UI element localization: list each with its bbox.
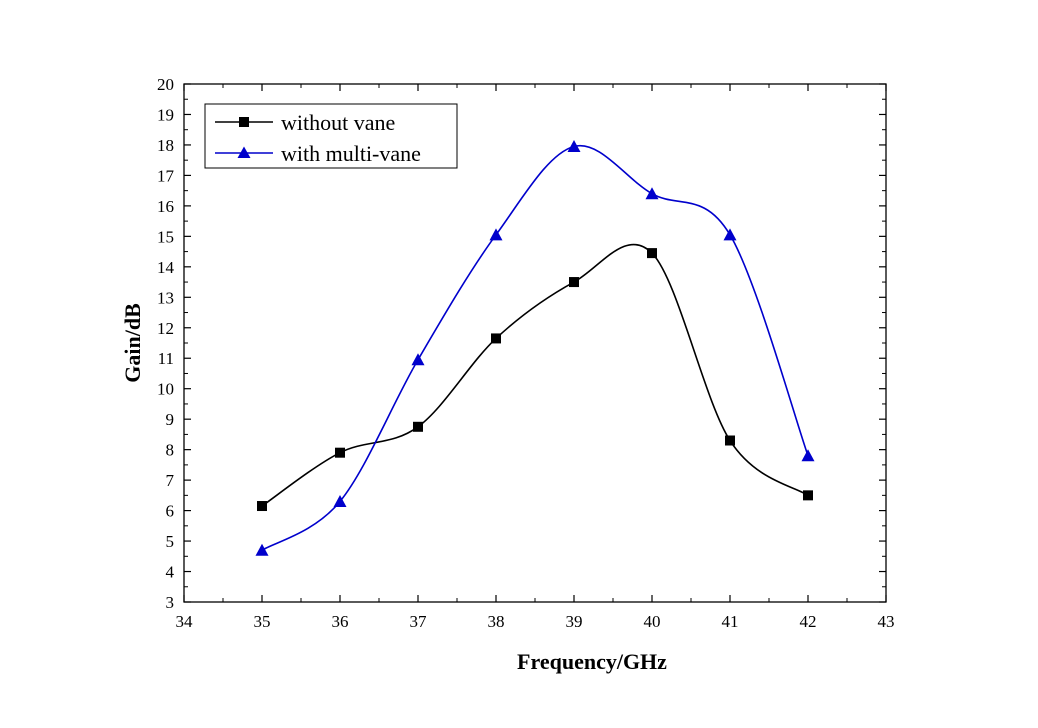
y-tick-label: 10 [157, 380, 174, 399]
y-tick-label: 9 [166, 410, 175, 429]
data-point-without-vane [647, 248, 657, 259]
y-tick-label: 16 [157, 197, 174, 216]
y-tick-label: 4 [166, 563, 175, 582]
data-point-without-vane [803, 490, 813, 501]
series-layer [255, 139, 815, 556]
y-tick-label: 15 [157, 227, 174, 246]
data-point-with-multi-vane [801, 449, 815, 462]
x-tick-label: 34 [176, 612, 194, 631]
data-point-with-multi-vane [333, 494, 347, 507]
legend-label-with-multi-vane: with multi-vane [281, 141, 421, 166]
x-tick-label: 36 [332, 612, 349, 631]
data-point-without-vane [335, 447, 345, 458]
legend-marker-without-vane [239, 117, 249, 127]
y-tick-label: 17 [157, 166, 175, 185]
data-point-with-multi-vane [723, 228, 737, 241]
x-axis-title: Frequency/GHz [517, 649, 667, 674]
x-tick-label: 40 [644, 612, 661, 631]
x-axis: 34 35 36 37 38 39 40 41 42 43 [176, 84, 895, 631]
data-point-with-multi-vane [567, 139, 581, 152]
x-tick-label: 37 [410, 612, 428, 631]
data-point-with-multi-vane [255, 543, 269, 556]
legend-label-without-vane: without vane [281, 110, 395, 135]
y-tick-label: 6 [166, 502, 175, 521]
x-tick-label: 43 [878, 612, 895, 631]
y-tick-label: 7 [166, 471, 175, 490]
y-tick-label: 8 [166, 441, 175, 460]
y-tick-label: 14 [157, 258, 175, 277]
x-tick-label: 39 [566, 612, 583, 631]
y-tick-label: 5 [166, 532, 175, 551]
y-axis: 3 4 5 6 7 8 9 10 11 12 13 14 15 16 17 18 19 20 [157, 75, 886, 612]
y-tick-label: 18 [157, 136, 174, 155]
y-axis-title: Gain/dB [120, 303, 145, 383]
data-point-without-vane [413, 421, 423, 432]
y-tick-label: 11 [158, 349, 174, 368]
data-point-without-vane [569, 277, 579, 288]
data-point-with-multi-vane [645, 187, 659, 200]
y-tick-label: 20 [157, 75, 174, 94]
legend-marker-with-multi-vane [237, 146, 251, 158]
data-point-with-multi-vane [411, 353, 425, 366]
y-tick-label: 13 [157, 288, 174, 307]
legend: without vane with multi-vane [204, 103, 458, 169]
data-point-without-vane [491, 333, 501, 344]
x-tick-label: 38 [488, 612, 505, 631]
y-tick-label: 12 [157, 319, 174, 338]
y-tick-label: 19 [157, 105, 174, 124]
data-point-without-vane [725, 435, 735, 446]
series-line-without-vane [261, 243, 809, 507]
x-tick-label: 41 [722, 612, 739, 631]
y-tick-label: 3 [166, 593, 175, 612]
data-point-with-multi-vane [489, 228, 503, 241]
x-tick-label: 42 [800, 612, 817, 631]
data-point-without-vane [257, 501, 267, 512]
series-line-with-multi-vane [261, 144, 809, 551]
x-tick-label: 35 [254, 612, 271, 631]
